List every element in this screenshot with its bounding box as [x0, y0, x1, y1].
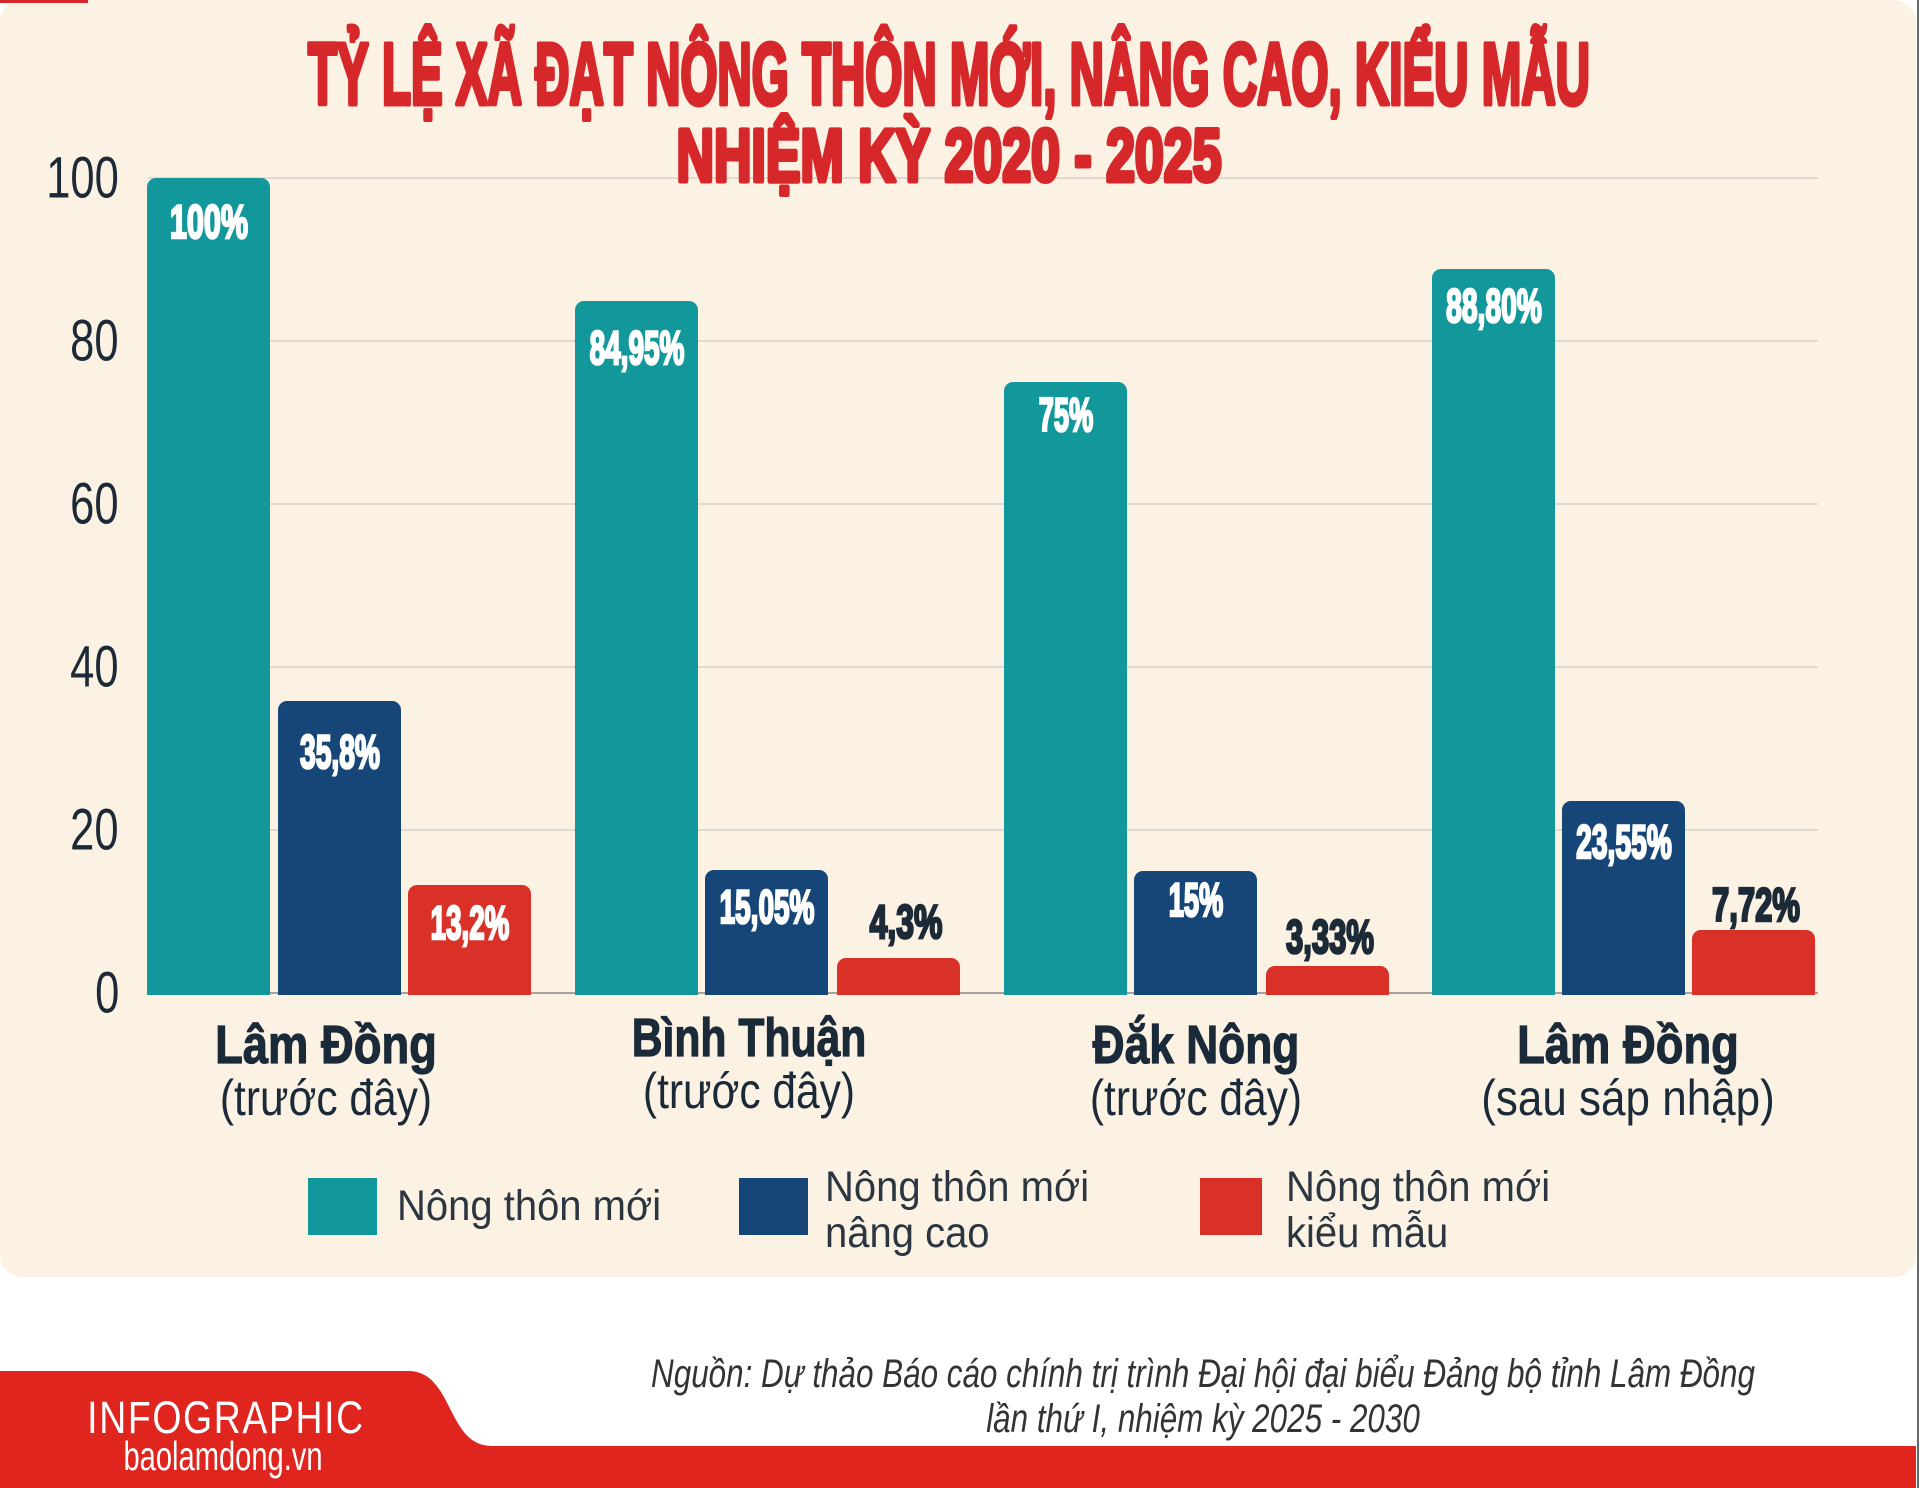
svg-text:TỶ LỆ XÃ ĐẠT NÔNG THÔN MỚI, NÂ: TỶ LỆ XÃ ĐẠT NÔNG THÔN MỚI, NÂNG CAO, KI…: [308, 25, 1590, 123]
svg-text:NHIỆM KỲ 2020 - 2025: NHIỆM KỲ 2020 - 2025: [677, 114, 1222, 197]
